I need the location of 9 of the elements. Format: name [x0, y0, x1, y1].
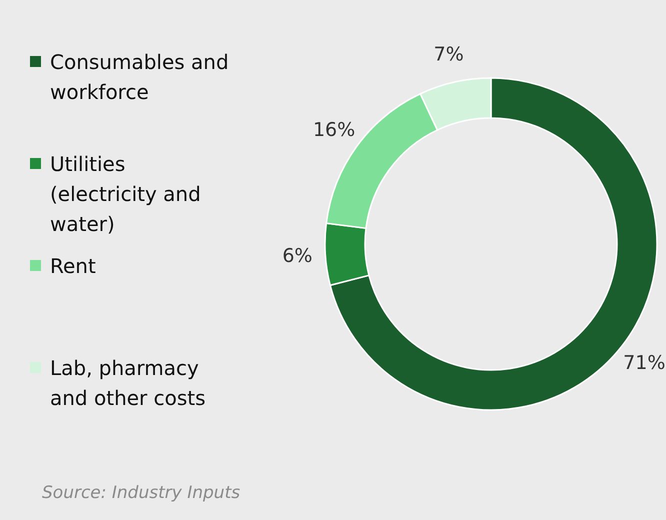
source-note: Source: Industry Inputs — [42, 483, 240, 503]
legend-label: Lab, pharmacy and other costs — [50, 356, 206, 410]
data-label: 7% — [434, 44, 464, 66]
legend-label: Rent — [50, 254, 96, 278]
data-label: 16% — [312, 118, 356, 141]
data-label: 71% — [623, 352, 666, 374]
legend-label: Utilities (electricity and water) — [50, 152, 201, 236]
legend-label: Consumables and workforce — [50, 50, 229, 104]
data-label: 6% — [282, 245, 312, 268]
